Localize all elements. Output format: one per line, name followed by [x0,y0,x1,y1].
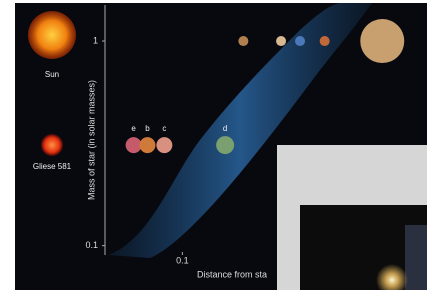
planet [320,36,330,46]
planet [216,136,234,154]
x-tick-label: 0.1 [176,255,189,265]
photo-overlay [277,145,427,290]
planet-label: d [223,124,227,133]
planet [156,137,172,153]
planet-label: c [162,124,166,133]
planet-label: b [145,124,150,133]
planet [295,36,305,46]
x-axis-label: Distance from sta [197,269,267,279]
y-axis-label: Mass of star (in solar masses) [86,80,96,200]
gliese-image [41,134,63,156]
photo-detail [405,225,427,290]
planet-label: e [131,124,136,133]
planet [276,36,286,46]
planet [360,19,404,63]
page: {"chart_data": {"type": "scatter", "x_la… [0,0,427,290]
y-tick-label: 0.1 [85,240,98,250]
chart: Sun Gliese 581 Mass of star (in solar ma… [0,0,427,290]
star-label: Sun [45,70,59,79]
planet [139,137,155,153]
star-label: Gliese 581 [33,162,72,171]
planet [126,137,142,153]
sun-image [28,11,76,59]
planet [238,36,248,46]
y-tick-label: 1 [93,35,98,45]
